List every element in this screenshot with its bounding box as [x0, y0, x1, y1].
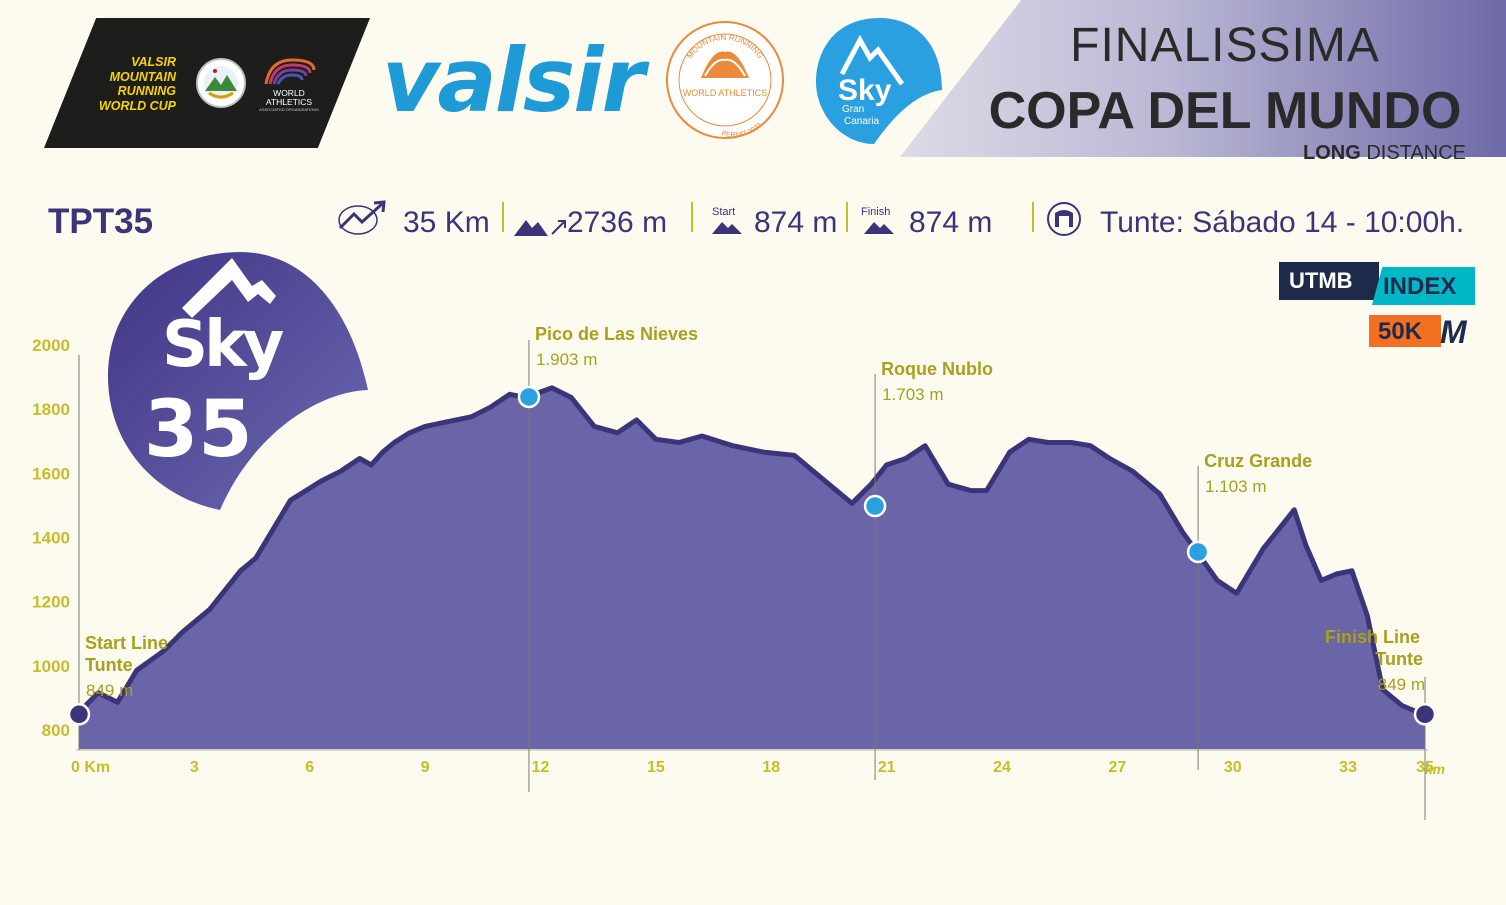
sky-gc-sub2: Canaria [844, 116, 879, 127]
waypoint-place: Tunte [1375, 649, 1423, 669]
waypoint-marker [67, 703, 91, 726]
waypoint-altitude: 1.703 m [882, 385, 943, 404]
title-line1: FINALISSIMA [1070, 19, 1380, 72]
waypoint-altitude: 849 m [86, 681, 133, 700]
x-tick-label: 6 [305, 759, 314, 776]
sky35-badge: Sky 35 [108, 252, 368, 510]
waypoint-marker [1186, 540, 1210, 564]
world-athletics-icon [701, 51, 749, 78]
x-tick-label: 12 [532, 759, 550, 776]
wa-line: WORLD [273, 88, 305, 98]
y-tick-label: 1800 [32, 400, 70, 419]
sky-gran-canaria-logo: Sky Gran Canaria [816, 18, 942, 144]
elevation-gain-value: 2736 m [567, 206, 668, 239]
waypoint-place: Tunte [85, 655, 133, 675]
title-line3-bold: LONG [1303, 142, 1361, 164]
world-cup-text: VALSIR MOUNTAIN RUNNING WORLD CUP [82, 55, 176, 113]
index-box [1372, 267, 1475, 305]
y-tick-label: 1000 [32, 657, 70, 676]
finish-altitude: 874 m [909, 206, 993, 239]
start-label: Start [712, 206, 736, 218]
race-code: TPT35 [48, 202, 154, 241]
y-tick-label: 2000 [32, 336, 70, 355]
utmb-box [1279, 262, 1379, 300]
waypoint-name: Finish Line [1325, 627, 1420, 647]
start-time: Tunte: Sábado 14 - 10:00h. [1100, 206, 1465, 239]
y-tick-label: 1400 [32, 529, 70, 548]
m-logo-text: M [1440, 314, 1467, 350]
waypoint-marker [517, 385, 541, 409]
finish-mountain-icon [864, 222, 894, 234]
x-tick-label: 3 [190, 759, 199, 776]
separator [502, 202, 504, 232]
waypoint-name: Start Line [85, 633, 168, 653]
separator [691, 202, 693, 232]
category-box [1369, 315, 1441, 347]
sky35-number: 35 [144, 385, 253, 475]
valsir-logo: valsir [382, 29, 645, 132]
sky-mountain-icon [182, 258, 276, 318]
title-line2: COPA DEL MUNDO [988, 82, 1462, 140]
title-line3-rest: DISTANCE [1366, 142, 1466, 164]
waypoint-marker [863, 494, 887, 518]
x-tick-label: 21 [878, 759, 896, 776]
world-athletics-subtext: ASSOCIATED ORGANISATIONS [259, 107, 319, 112]
x-axis-unit: km [1425, 761, 1445, 777]
world-cup-line: VALSIR [131, 55, 176, 69]
finish-label: Finish [861, 206, 891, 218]
sky-gc-sub1: Gran [842, 104, 864, 115]
sky-gc-word: Sky [838, 74, 892, 107]
distance-value: 35 Km [403, 206, 490, 239]
x-tick-label: 24 [993, 759, 1011, 776]
x-tick-label: 33 [1339, 759, 1357, 776]
y-tick-label: 1200 [32, 593, 70, 612]
x-tick-label: 9 [421, 759, 430, 776]
distance-trend-icon [338, 200, 386, 235]
separator [846, 202, 848, 232]
y-tick-label: 1600 [32, 464, 70, 483]
permit-mid-text: WORLD ATHLETICS [683, 88, 767, 98]
start-mountain-icon [712, 222, 742, 234]
x-tick-label: 0 Km [71, 759, 110, 776]
world-athletics-text: WORLD ATHLETICS [254, 89, 324, 107]
waypoint-altitude: 1.103 m [1205, 477, 1266, 496]
start-arch-icon [1047, 202, 1081, 236]
waypoint-name: Cruz Grande [1204, 451, 1312, 471]
title-line3: LONG DISTANCE [1190, 142, 1466, 164]
x-tick-label: 15 [647, 759, 665, 776]
x-tick-label: 35 [1416, 759, 1434, 776]
category-text: 50K [1378, 318, 1423, 345]
waypoint-marker [1413, 703, 1437, 726]
waypoint-name: Pico de Las Nieves [535, 324, 698, 344]
waypoint-altitude: 1.903 m [536, 350, 597, 369]
world-cup-line: MOUNTAIN [109, 69, 176, 84]
world-cup-line: RUNNING [117, 84, 176, 98]
y-tick-label: 800 [42, 721, 70, 740]
utmb-text: UTMB [1289, 268, 1353, 293]
mountain-running-emblem-icon [196, 58, 246, 108]
separator [1032, 202, 1034, 232]
title-band [900, 0, 1506, 157]
waypoint-name: Roque Nublo [881, 359, 993, 379]
start-altitude: 874 m [754, 206, 838, 239]
sky35-word: Sky [162, 308, 284, 382]
profile-area [79, 389, 1425, 750]
profile-outline [77, 385, 1426, 715]
x-tick-label: 27 [1108, 759, 1126, 776]
permit-seal: MOUNTAIN RUNNING WORLD ATHLETICS PERMIT … [666, 21, 784, 139]
wa-line: ATHLETICS [265, 97, 313, 107]
index-text: INDEX [1383, 273, 1457, 300]
waypoint-altitude: 849 m [1378, 675, 1425, 694]
x-tick-label: 18 [762, 759, 780, 776]
world-cup-line: WORLD CUP [98, 98, 176, 113]
elevation-gain-icon [514, 220, 566, 236]
x-tick-label: 30 [1224, 759, 1242, 776]
world-athletics-icon [264, 58, 316, 85]
